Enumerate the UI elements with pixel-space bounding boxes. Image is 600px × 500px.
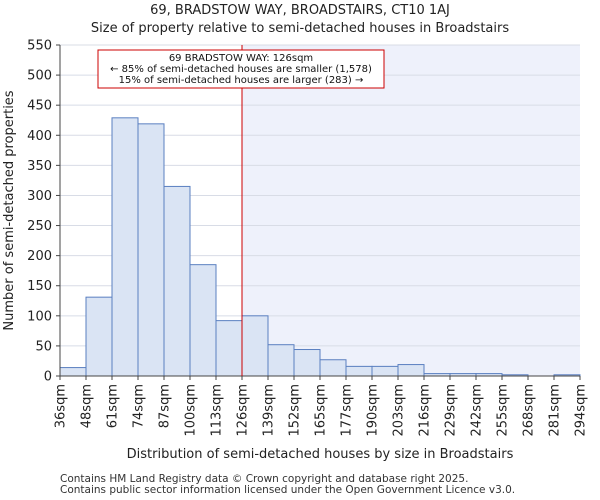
x-tick-label: 48sqm	[80, 384, 95, 428]
chart-title: 69, BRADSTOW WAY, BROADSTAIRS, CT10 1AJ	[150, 3, 450, 18]
x-tick-label: 177sqm	[340, 384, 355, 437]
larger-region-shading	[242, 45, 580, 376]
x-tick-label: 100sqm	[184, 384, 199, 437]
y-tick-label: 500	[27, 69, 52, 84]
histogram-bar	[189, 264, 217, 377]
y-tick-label: 0	[44, 370, 52, 385]
y-tick-label: 250	[27, 219, 52, 234]
x-tick-label: 190sqm	[366, 384, 381, 437]
histogram-bar	[371, 365, 399, 377]
x-tick-label: 113sqm	[210, 384, 225, 437]
histogram-bar	[293, 349, 321, 377]
histogram-bar	[319, 359, 347, 377]
histogram-bar	[215, 320, 243, 377]
histogram-bar	[163, 185, 191, 377]
footer-copyright: Contains HM Land Registry data © Crown c…	[60, 473, 469, 485]
chart-subtitle: Size of property relative to semi-detach…	[90, 21, 510, 36]
y-tick-label: 450	[27, 99, 52, 114]
histogram-bar	[397, 364, 425, 377]
y-tick-label: 550	[27, 39, 52, 54]
y-tick-label: 200	[27, 249, 52, 264]
y-axis-label: Number of semi-detached properties	[2, 90, 17, 330]
x-tick-label: 152sqm	[288, 384, 303, 437]
histogram-bar	[111, 117, 139, 377]
x-tick-label: 87sqm	[158, 384, 173, 428]
annotation-box	[97, 49, 385, 89]
x-tick-label: 165sqm	[314, 384, 329, 437]
y-tick-label: 300	[27, 189, 52, 204]
x-tick-label: 268sqm	[522, 384, 537, 437]
histogram-bar	[59, 367, 87, 377]
annotation-larger: 15% of semi-detached houses are larger (…	[119, 75, 364, 86]
x-tick-label: 203sqm	[392, 384, 407, 437]
histogram-bar	[85, 296, 113, 377]
footer-licence: Contains public sector information licen…	[60, 484, 516, 496]
histogram-bar	[137, 123, 165, 377]
y-tick-label: 50	[35, 339, 52, 354]
x-tick-label: 74sqm	[132, 384, 147, 428]
y-tick-label: 150	[27, 279, 52, 294]
histogram-bar	[267, 344, 295, 377]
x-axis-label: Distribution of semi-detached houses by …	[127, 447, 514, 462]
x-tick-label: 281sqm	[548, 384, 563, 437]
x-tick-label: 126sqm	[236, 384, 251, 437]
x-tick-label: 61sqm	[106, 384, 121, 428]
annotation-title: 69 BRADSTOW WAY: 126sqm	[169, 53, 313, 64]
y-tick-label: 100	[27, 309, 52, 324]
y-tick-label: 400	[27, 129, 52, 144]
histogram-bar	[241, 315, 269, 377]
x-tick-label: 36sqm	[54, 384, 69, 428]
x-tick-label: 229sqm	[444, 384, 459, 437]
x-tick-label: 242sqm	[470, 384, 485, 437]
x-tick-label: 255sqm	[496, 384, 511, 437]
x-tick-label: 139sqm	[262, 384, 277, 437]
x-tick-label: 294sqm	[574, 384, 589, 437]
x-tick-label: 216sqm	[418, 384, 433, 437]
annotation-smaller: ← 85% of semi-detached houses are smalle…	[110, 64, 372, 75]
y-tick-label: 350	[27, 159, 52, 174]
histogram-bar	[345, 365, 373, 377]
